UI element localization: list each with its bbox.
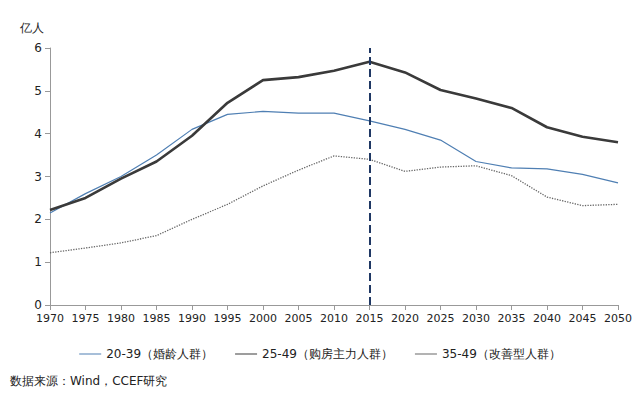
svg-text:2: 2 bbox=[34, 212, 42, 226]
svg-text:亿人: 亿人 bbox=[19, 21, 44, 35]
svg-text:2045: 2045 bbox=[569, 312, 597, 325]
svg-text:2015: 2015 bbox=[356, 312, 384, 325]
svg-text:1995: 1995 bbox=[214, 312, 242, 325]
svg-text:2005: 2005 bbox=[285, 312, 313, 325]
svg-text:1990: 1990 bbox=[178, 312, 206, 325]
svg-text:2035: 2035 bbox=[498, 312, 526, 325]
svg-text:20-39（婚龄人群）: 20-39（婚龄人群） bbox=[106, 347, 213, 361]
svg-text:6: 6 bbox=[34, 41, 42, 55]
svg-text:35-49（改善型人群）: 35-49（改善型人群） bbox=[442, 347, 561, 361]
svg-text:2025: 2025 bbox=[427, 312, 455, 325]
svg-text:0: 0 bbox=[34, 298, 42, 312]
svg-text:2040: 2040 bbox=[533, 312, 561, 325]
svg-text:2000: 2000 bbox=[249, 312, 277, 325]
svg-text:数据来源：Wind，CCEF研究: 数据来源：Wind，CCEF研究 bbox=[10, 374, 167, 388]
svg-text:25-49（购房主力人群）: 25-49（购房主力人群） bbox=[262, 347, 393, 361]
svg-text:1970: 1970 bbox=[36, 312, 64, 325]
svg-text:2020: 2020 bbox=[391, 312, 419, 325]
svg-text:1: 1 bbox=[34, 255, 42, 269]
svg-text:2010: 2010 bbox=[320, 312, 348, 325]
svg-text:3: 3 bbox=[34, 170, 42, 184]
svg-text:1980: 1980 bbox=[107, 312, 135, 325]
svg-text:1975: 1975 bbox=[72, 312, 100, 325]
svg-text:2030: 2030 bbox=[462, 312, 490, 325]
svg-text:5: 5 bbox=[34, 84, 42, 98]
svg-text:2050: 2050 bbox=[604, 312, 632, 325]
svg-text:4: 4 bbox=[34, 127, 42, 141]
svg-text:1985: 1985 bbox=[143, 312, 171, 325]
